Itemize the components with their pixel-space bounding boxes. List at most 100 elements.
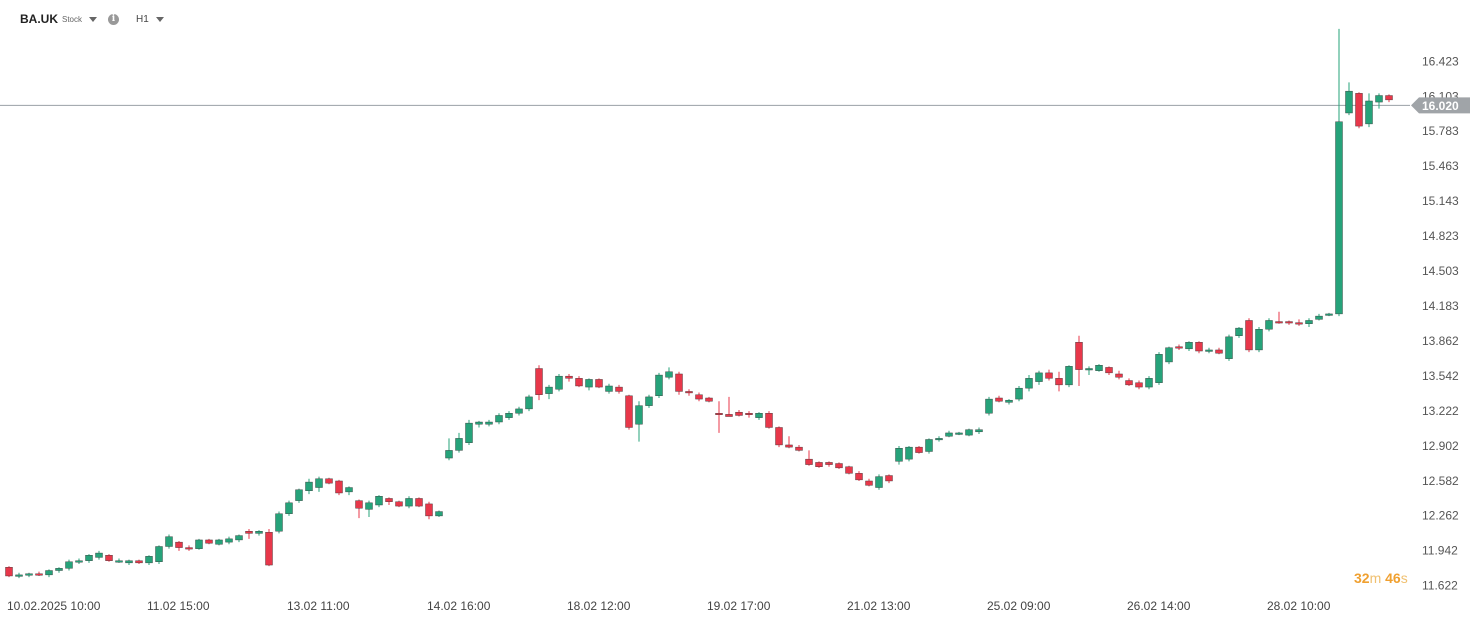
candle-body-up — [15, 574, 23, 577]
info-icon[interactable]: i — [108, 13, 120, 25]
candle — [1385, 94, 1393, 103]
candle — [1175, 344, 1183, 350]
candle — [615, 384, 623, 394]
x-axis-tick-label: 13.02 11:00 — [287, 599, 350, 613]
candle — [1005, 399, 1013, 405]
candle — [475, 420, 483, 428]
candle-body-up — [525, 396, 533, 410]
candle — [275, 511, 283, 534]
candle-body-up — [1155, 354, 1163, 383]
candle — [645, 394, 653, 408]
candle — [315, 476, 323, 492]
y-axis-tick-label: 12.582 — [1422, 474, 1459, 488]
candle-body-up — [225, 538, 233, 543]
candle — [255, 530, 263, 536]
candle-body-up — [1255, 328, 1263, 351]
candle-countdown-timer: 32m 46s — [1354, 570, 1408, 586]
x-axis-tick-label: 11.02 15:00 — [147, 599, 210, 613]
candle — [375, 495, 383, 508]
x-axis-tick-label: 28.02 10:00 — [1267, 599, 1331, 613]
candle-body-down — [1215, 349, 1223, 354]
candle — [1235, 327, 1243, 338]
candle-body-down — [805, 458, 813, 465]
candle-body-up — [405, 498, 413, 507]
x-axis-tick-label: 19.02 17:00 — [707, 599, 771, 613]
candle — [1015, 385, 1023, 402]
x-axis-tick-label: 25.02 09:00 — [987, 599, 1051, 613]
candle — [585, 378, 593, 391]
timeframe-dropdown-caret-icon[interactable] — [155, 16, 164, 22]
candle-body-up — [1345, 90, 1353, 114]
candle-body-down — [565, 375, 573, 379]
candle-body-down — [675, 373, 683, 392]
candle-body-up — [125, 560, 133, 564]
candle — [665, 367, 673, 380]
candle-body-up — [965, 429, 973, 436]
candle-body-down — [1055, 378, 1063, 386]
candle-body-up — [195, 539, 203, 549]
candle-body-down — [35, 573, 43, 576]
symbol-name[interactable]: BA.UK — [20, 12, 58, 26]
candle-body-down — [765, 413, 773, 428]
candle — [295, 488, 303, 503]
candle — [245, 529, 253, 539]
candle — [935, 436, 943, 442]
candle-body-down — [175, 541, 183, 548]
candle — [1075, 335, 1083, 386]
y-axis-tick-label: 12.262 — [1422, 509, 1459, 523]
candle-body-up — [475, 421, 483, 425]
candle — [265, 529, 273, 567]
candle-body-up — [435, 511, 443, 517]
candle-body-down — [995, 397, 1003, 402]
candle-body-up — [65, 561, 73, 569]
candle-body-down — [855, 473, 863, 481]
candle-body-down — [1355, 93, 1363, 127]
candle — [705, 396, 713, 403]
symbol-dropdown-caret-icon[interactable] — [89, 16, 98, 22]
candle-body-up — [375, 496, 383, 506]
candle — [555, 373, 563, 392]
candle-body-up — [55, 568, 63, 571]
candle-body-up — [665, 371, 673, 378]
candle-body-down — [715, 413, 723, 415]
x-axis-tick-label: 14.02 16:00 — [427, 599, 491, 613]
candle-body-down — [325, 478, 333, 484]
candle — [905, 446, 913, 462]
candle-body-down — [705, 397, 713, 402]
candle-body-down — [5, 567, 13, 577]
candle — [105, 554, 113, 562]
y-axis-tick-label: 11.622 — [1422, 579, 1458, 593]
y-axis-tick-label: 14.183 — [1422, 299, 1459, 313]
y-axis-tick-label: 16.423 — [1422, 54, 1459, 68]
candle-body-down — [1285, 321, 1293, 324]
candle-body-up — [155, 546, 163, 562]
candle — [1085, 366, 1093, 376]
y-axis-tick-label: 13.542 — [1422, 369, 1459, 383]
candle-body-down — [1245, 320, 1253, 351]
timeframe-selector[interactable]: H1 — [136, 13, 149, 25]
candle — [895, 446, 903, 465]
candle — [875, 474, 883, 490]
candle-body-down — [885, 475, 893, 482]
candle-body-down — [395, 501, 403, 507]
current-price-label: 16.020 — [1422, 99, 1459, 113]
candle — [1185, 341, 1193, 352]
candle — [1215, 347, 1223, 355]
candle-body-down — [205, 539, 213, 544]
candle — [565, 373, 573, 382]
candle — [335, 479, 343, 496]
candle — [1105, 366, 1113, 376]
candle-body-up — [975, 429, 983, 433]
candle — [145, 555, 153, 566]
candle-body-down — [865, 480, 873, 486]
candle-body-up — [1315, 315, 1323, 320]
candle — [385, 497, 393, 505]
candle-body-up — [1185, 342, 1193, 350]
candle — [505, 411, 513, 420]
candle — [235, 534, 243, 543]
candle-body-up — [1235, 327, 1243, 336]
candle-body-down — [415, 498, 423, 507]
asset-type-label: Stock — [62, 14, 83, 24]
candle-body-up — [445, 450, 453, 459]
